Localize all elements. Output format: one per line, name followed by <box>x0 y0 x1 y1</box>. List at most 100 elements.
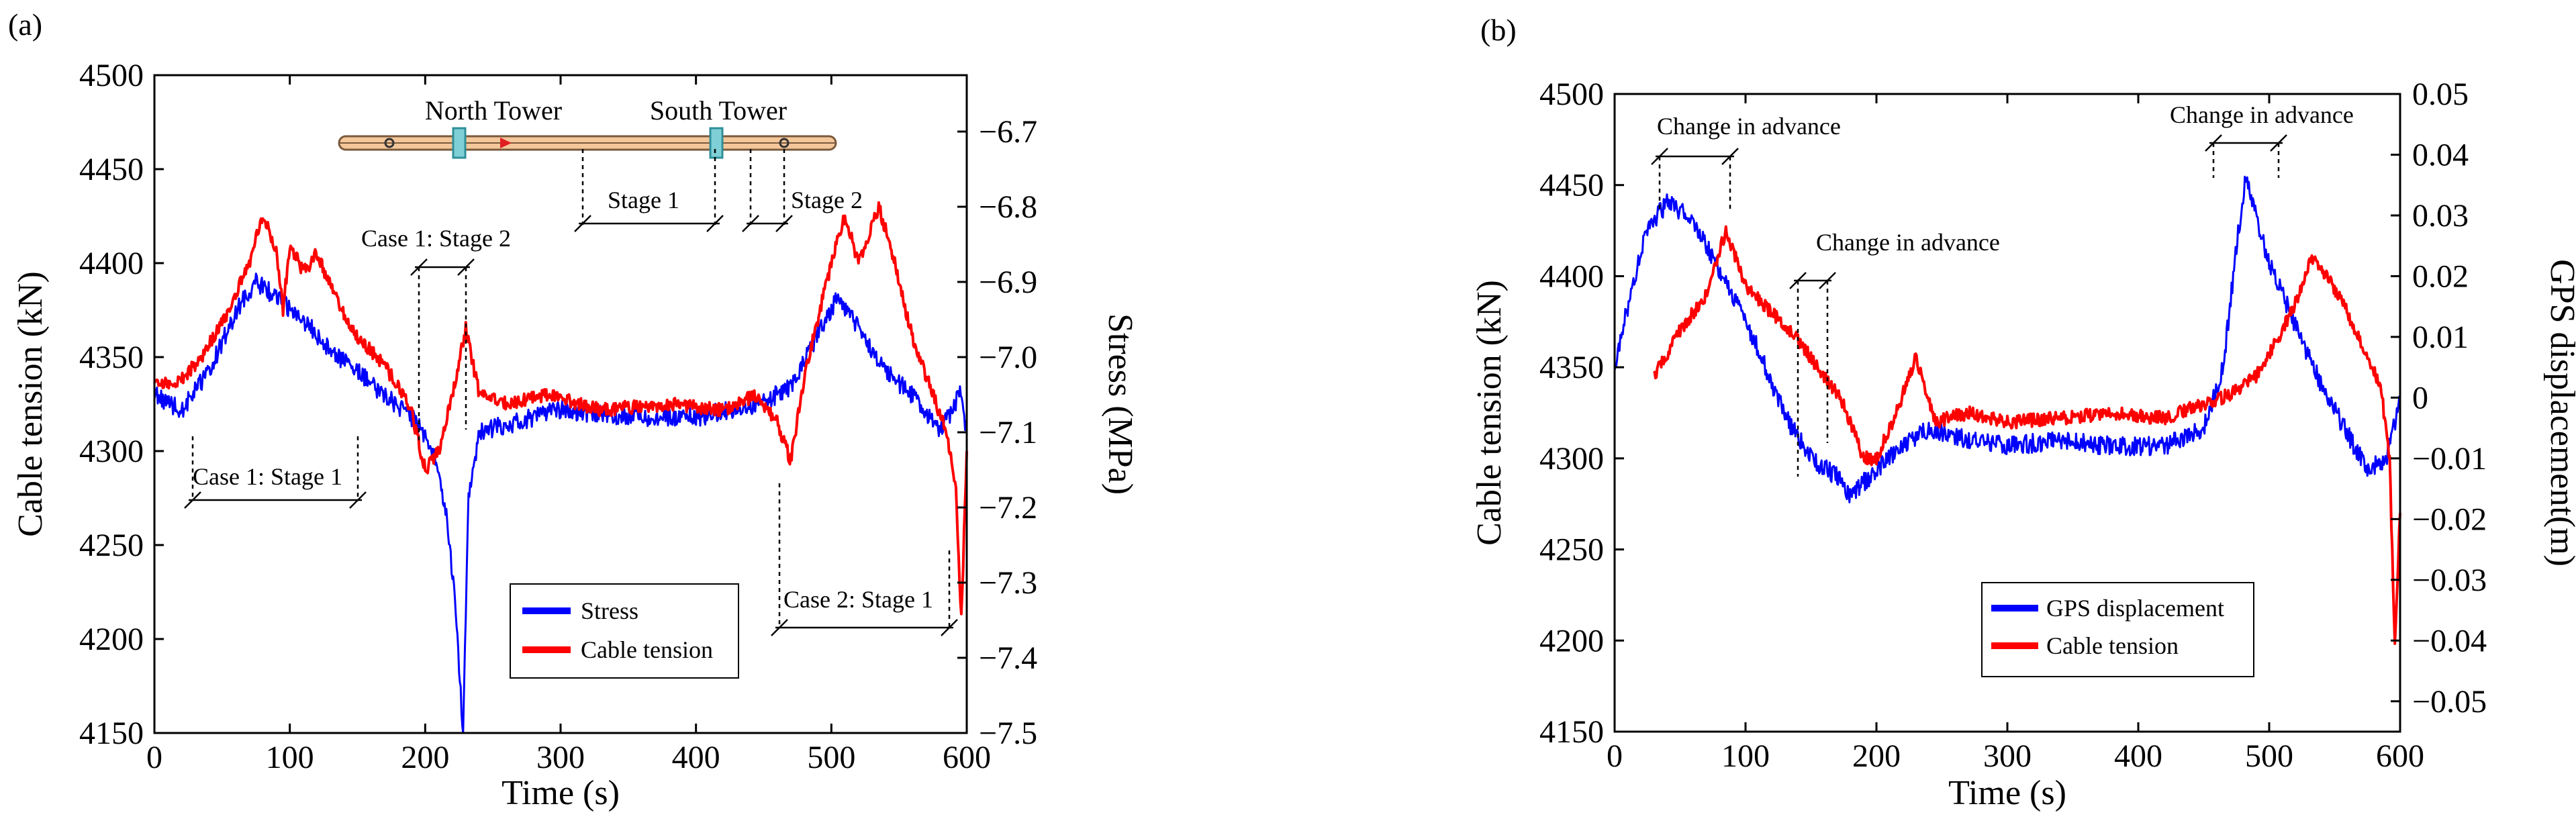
y-tick-label-left: 4500 <box>79 58 144 93</box>
y-tick-label-right: 0.04 <box>2412 137 2469 173</box>
y-tick-label-right: 0.01 <box>2412 320 2469 355</box>
y-tick-label-left: 4500 <box>1539 77 1604 112</box>
y-tick-label-right: −7.5 <box>979 716 1037 751</box>
north-tower-marker <box>452 127 467 159</box>
y-tick-label-right: −0.04 <box>2412 623 2487 658</box>
legend-box <box>510 583 739 679</box>
legend-box <box>1981 582 2254 677</box>
annotation-stage1: Stage 1 <box>608 187 679 213</box>
x-tick-label: 400 <box>2114 738 2162 774</box>
panel-b-annotations <box>1656 142 2283 477</box>
panel-a-label: (a) <box>8 7 42 42</box>
x-tick-label: 400 <box>672 740 720 775</box>
y-tick-label-left: 4150 <box>1539 714 1604 750</box>
y-tick-label-right: −0.03 <box>2412 562 2487 598</box>
panel-a-series <box>153 201 968 734</box>
y-tick-label-right: 0.02 <box>2412 258 2469 294</box>
y-tick-label-right: −0.05 <box>2412 684 2487 720</box>
legend-label-cable-tension: Cable tension <box>2046 632 2179 659</box>
series-stress <box>153 273 968 734</box>
bridge-sensor-dot <box>779 138 790 148</box>
annotation-case2-stage1: Case 2: Stage 1 <box>783 586 933 613</box>
panel-b-x-axis-title: Time (s) <box>1948 774 2066 812</box>
y-tick-label-right: −7.0 <box>979 340 1037 375</box>
y-tick-label-left: 4300 <box>1539 441 1604 477</box>
panel-a-annotation-ticks <box>184 215 958 636</box>
y-tick-label-right: −7.3 <box>979 565 1037 601</box>
x-tick-label: 100 <box>1721 738 1770 774</box>
legend-label-cable-tension: Cable tension <box>581 636 713 663</box>
y-tick-label-left: 4450 <box>79 152 144 187</box>
panel-a-legend: Stress Cable tension <box>510 583 739 679</box>
y-tick-label-right: −6.8 <box>979 189 1037 225</box>
annotation-case1-stage2: Case 1: Stage 2 <box>361 225 511 252</box>
y-tick-label-right: −0.02 <box>2412 501 2487 537</box>
x-tick-label: 100 <box>266 740 314 775</box>
x-tick-label: 300 <box>536 740 585 775</box>
south-tower-marker <box>709 127 724 159</box>
x-tick-label: 0 <box>146 740 162 775</box>
y-tick-label-left: 4250 <box>79 528 144 563</box>
x-tick-label: 200 <box>401 740 449 775</box>
panel-b-y-ticks-right: 0.05 0.04 0.03 0.02 0.01 0 −0.01 −0.02 −0.03 −0.0… <box>2391 77 2487 720</box>
annotation-change-in-advance-2: Change in advance <box>1816 229 2000 256</box>
x-tick-label: 300 <box>1983 738 2032 774</box>
panel-b-series <box>1613 175 2401 645</box>
panel-a: (a) 0 100 200 300 400 500 600 4150 4200 4250 4300… <box>8 7 1139 812</box>
y-tick-label-left: 4300 <box>79 434 144 469</box>
panel-a-y-axis-title-left: Cable tension (kN) <box>11 271 50 537</box>
series-gps-displacement <box>1613 175 2401 503</box>
y-tick-label-left: 4200 <box>79 622 144 657</box>
y-tick-label-right: −7.1 <box>979 415 1037 450</box>
bridge-direction-arrow <box>500 138 512 148</box>
annotation-stage2: Stage 2 <box>791 187 863 213</box>
annotation-change-in-advance-3: Change in advance <box>2170 101 2354 128</box>
annotation-change-in-advance-1: Change in advance <box>1657 113 1841 140</box>
series-cable-tension <box>1652 225 2401 645</box>
panel-a-y-axis-title-right: Stress (MPa) <box>1101 313 1139 495</box>
x-tick-label: 500 <box>2245 738 2293 774</box>
y-tick-label-left: 4250 <box>1539 532 1604 568</box>
y-tick-label-right: −6.7 <box>979 114 1037 150</box>
y-tick-label-left: 4400 <box>1539 258 1604 294</box>
bridge-inset: North Tower South Tower <box>338 95 837 159</box>
legend-label-gps-displacement: GPS displacement <box>2046 595 2224 622</box>
annotation-case1-stage1: Case 1: Stage 1 <box>193 463 342 490</box>
panel-a-annotations <box>189 149 953 629</box>
y-tick-label-right: −7.2 <box>979 490 1037 526</box>
y-tick-label-left: 4200 <box>1539 623 1604 658</box>
y-tick-label-left: 4150 <box>79 716 144 751</box>
y-tick-label-right: 0.05 <box>2412 77 2469 112</box>
north-tower-label: North Tower <box>425 95 562 126</box>
x-tick-label: 0 <box>1607 738 1623 774</box>
x-tick-label: 600 <box>943 740 991 775</box>
y-tick-label-left: 4350 <box>1539 350 1604 385</box>
panel-b-x-ticks: 0 100 200 300 400 500 600 <box>1607 94 2424 774</box>
bridge-sensor-dot <box>384 138 395 148</box>
panel-b: (b) 0 100 200 300 400 500 600 4150 4200 4250 4300… <box>1470 13 2576 812</box>
y-tick-label-right: 0.03 <box>2412 198 2469 234</box>
y-tick-label-right: −0.01 <box>2412 441 2487 477</box>
south-tower-label: South Tower <box>650 95 787 126</box>
y-tick-label-right: 0 <box>2412 380 2428 415</box>
panel-a-y-ticks-left: 4150 4200 4250 4300 4350 4400 4450 4500 <box>79 58 164 751</box>
panel-b-y-ticks-left: 4150 4200 4250 4300 4350 4400 4450 4500 <box>1539 77 1624 750</box>
x-tick-label: 600 <box>2376 738 2424 774</box>
panel-b-y-axis-title-left: Cable tension (kN) <box>1470 280 1509 546</box>
y-tick-label-right: −6.9 <box>979 264 1037 300</box>
legend-label-stress: Stress <box>581 597 638 624</box>
panel-a-x-ticks: 0 100 200 300 400 500 600 <box>146 75 991 775</box>
panel-b-legend: GPS displacement Cable tension <box>1981 582 2254 677</box>
y-tick-label-right: −7.4 <box>979 640 1037 676</box>
panel-b-y-axis-title-right: GPS displacement(m) <box>2543 259 2576 567</box>
panel-a-x-axis-title: Time (s) <box>502 774 620 812</box>
panel-a-y-ticks-right: −6.7 −6.8 −6.9 −7.0 −7.1 −7.2 −7.3 −7.4 −7.5 <box>957 114 1037 751</box>
y-tick-label-left: 4350 <box>79 340 144 375</box>
x-tick-label: 200 <box>1852 738 1901 774</box>
panel-b-label: (b) <box>1480 13 1517 47</box>
series-cable-tension <box>153 201 968 616</box>
panel-b-annotation-ticks <box>1651 134 2287 289</box>
y-tick-label-left: 4400 <box>79 246 144 281</box>
y-tick-label-left: 4450 <box>1539 168 1604 203</box>
